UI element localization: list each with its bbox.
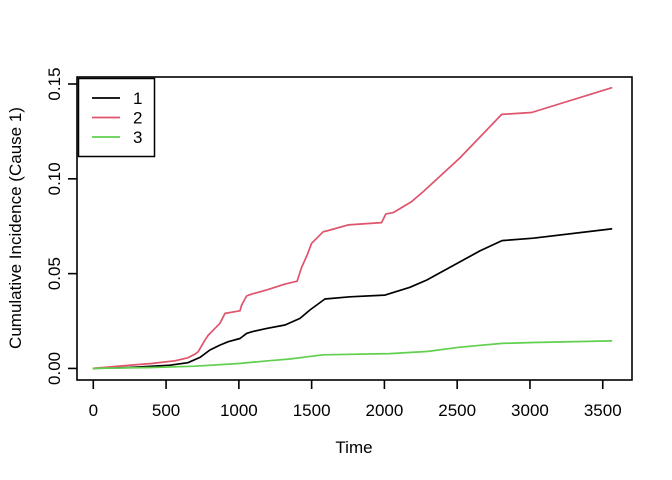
series-line-3 <box>92 340 613 370</box>
series-line-1 <box>92 228 613 370</box>
y-tick-label: 0.05 <box>45 257 64 290</box>
y-axis-title: Cumulative Incidence (Cause 1) <box>6 107 25 349</box>
x-tick-label: 1000 <box>220 401 258 420</box>
x-tick-label: 3500 <box>584 401 622 420</box>
legend-label-2: 2 <box>133 108 142 127</box>
x-tick-label: 0 <box>89 401 98 420</box>
x-tick-label: 1500 <box>293 401 331 420</box>
y-tick-label: 0.15 <box>45 67 64 100</box>
x-axis-title: Time <box>335 438 373 457</box>
y-tick-label: 0.00 <box>45 352 64 385</box>
x-tick-label: 500 <box>152 401 180 420</box>
x-tick-label: 2500 <box>438 401 476 420</box>
legend-label-1: 1 <box>133 89 142 108</box>
x-tick-label: 3000 <box>511 401 549 420</box>
y-tick-label: 0.10 <box>45 162 64 195</box>
legend-label-3: 3 <box>133 128 142 147</box>
x-tick-label: 2000 <box>365 401 403 420</box>
plot-box <box>76 76 633 381</box>
series-line-2 <box>92 86 613 370</box>
